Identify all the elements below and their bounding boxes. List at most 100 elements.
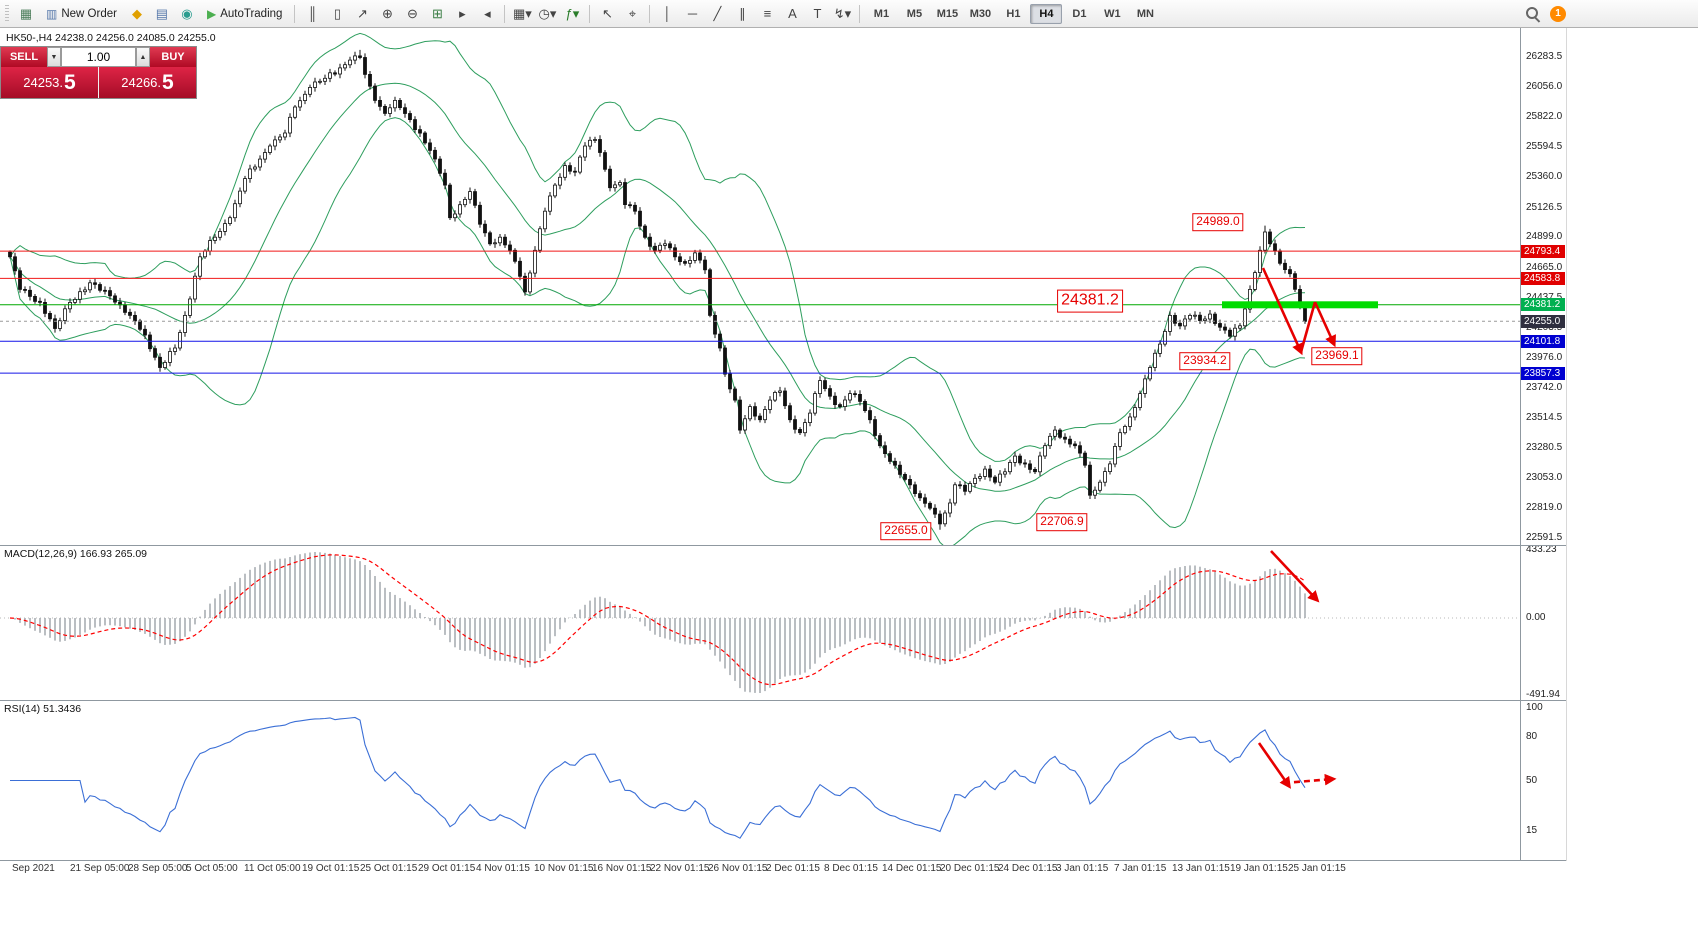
time-axis-label: 21 Sep 05:00 <box>70 863 130 874</box>
timeframe-m30-button[interactable]: M30 <box>969 7 992 20</box>
buy-price-big-digit: 5 <box>162 71 174 94</box>
time-axis-label: 3 Jan 01:15 <box>1056 863 1109 874</box>
vertical-line-icon[interactable]: │ <box>663 6 672 21</box>
new-order-button[interactable]: ▥ New Order <box>39 2 124 26</box>
cursor-icon[interactable]: ↖ <box>601 5 613 21</box>
price-axis-label: 23280.5 <box>1526 442 1563 453</box>
symbol-ohlc-info: HK50-,H4 24238.0 24256.0 24085.0 24255.0 <box>6 32 216 44</box>
macd-indicator-label: MACD(12,26,9) 166.93 265.09 <box>4 548 148 560</box>
line-chart-icon[interactable]: ↗ <box>356 5 368 21</box>
timeframe-d1-button[interactable]: D1 <box>1072 7 1087 20</box>
time-axis-label: 22 Nov 01:15 <box>650 863 710 874</box>
price-tag: 24793.4 <box>1521 245 1565 258</box>
autotrading-icon: ▶ <box>206 6 217 21</box>
rsi-axis-label: 50 <box>1526 775 1538 786</box>
zoom-out-icon[interactable]: ⊖ <box>406 5 418 21</box>
price-axis-label: 26283.5 <box>1526 51 1563 62</box>
time-axis-label: 19 Jan 01:15 <box>1230 863 1288 874</box>
volume-input[interactable] <box>61 47 136 67</box>
buy-price-display[interactable]: 24266. 5 <box>99 67 196 98</box>
profiles-dropdown[interactable]: ◷▾ <box>538 5 557 21</box>
time-axis-label: 14 Dec 01:15 <box>882 863 942 874</box>
new-chart-icon[interactable]: ▦ <box>19 5 33 21</box>
toolbar-button-label: AutoTrading <box>220 7 283 20</box>
zoom-in-icon[interactable]: ⊕ <box>381 5 393 21</box>
timeframe-m1-button[interactable]: M1 <box>873 7 890 20</box>
timeframe-m5-button[interactable]: M5 <box>906 7 923 20</box>
toolbar: ▦ ▥ New Order ◆ ▤ ◉ ▶ AutoTrading ║ ▯ ↗ ⊕ ⊖ ⊞ ▸ ◂ ▦▾ ◷▾ ƒ▾… <box>0 0 1698 28</box>
main-chart-canvas[interactable] <box>0 28 1520 545</box>
time-axis-label: 7 Jan 01:15 <box>1114 863 1167 874</box>
rsi-indicator-label: RSI(14) 51.3436 <box>4 703 82 715</box>
trendline-icon[interactable]: ╱ <box>713 5 722 21</box>
time-axis-label: 13 Jan 01:15 <box>1172 863 1230 874</box>
time-axis-label: 11 Oct 05:00 <box>244 863 301 874</box>
indicators-dropdown[interactable]: ƒ▾ <box>565 5 580 21</box>
time-axis-label: 5 Oct 05:00 <box>186 863 238 874</box>
price-axis-label: 24899.0 <box>1526 231 1563 242</box>
rsi-axis-label: 80 <box>1526 731 1538 742</box>
timeframe-w1-button[interactable]: W1 <box>1104 7 1121 20</box>
price-axis-label: 23053.0 <box>1526 472 1563 483</box>
time-axis[interactable]: Sep 2021 21 Sep 05:00 28 Sep 05:00 5 Oct 05… <box>0 861 1566 878</box>
print-icon[interactable]: ▤ <box>155 5 169 21</box>
price-axis-label: 25360.0 <box>1526 171 1563 182</box>
time-axis-label: 25 Jan 01:15 <box>1288 863 1346 874</box>
rsi-axis-label: 15 <box>1526 825 1538 836</box>
volume-increase-button[interactable]: ▲ <box>136 47 150 67</box>
auto-scroll-icon[interactable]: ▸ <box>459 5 466 21</box>
buy-button[interactable]: BUY <box>150 47 196 67</box>
chart-shift-icon[interactable]: ◂ <box>484 5 491 21</box>
timeframe-h4-button[interactable]: H4 <box>1030 3 1063 24</box>
horizontal-line-icon[interactable]: ─ <box>687 6 698 21</box>
price-annotation[interactable]: 22655.0 <box>880 522 932 540</box>
mql5-market-icon[interactable]: ◆ <box>131 5 142 21</box>
toolbar-separator <box>504 4 506 23</box>
arrows-dropdown[interactable]: ↯▾ <box>833 5 852 21</box>
timeframe-m15-button[interactable]: M15 <box>936 7 959 20</box>
fibonacci-icon[interactable]: ≡ <box>763 6 772 21</box>
price-axis-label: 25126.5 <box>1526 202 1563 213</box>
crosshair-icon[interactable]: ⌖ <box>628 5 637 21</box>
time-axis-label: 26 Nov 01:15 <box>708 863 768 874</box>
text-label-icon[interactable]: T <box>813 6 822 21</box>
sell-price-main: 24253. <box>23 75 64 90</box>
panel-divider <box>0 860 1566 861</box>
channel-icon[interactable]: ∥ <box>739 5 746 21</box>
time-axis-label: 2 Dec 01:15 <box>766 863 820 874</box>
timeframe-mn-button[interactable]: MN <box>1136 7 1154 20</box>
panel-divider[interactable] <box>0 700 1566 701</box>
toolbar-separator <box>859 4 861 23</box>
price-annotation[interactable]: 23934.2 <box>1179 352 1231 370</box>
panel-divider[interactable] <box>0 545 1566 546</box>
volume-decrease-button[interactable]: ▼ <box>47 47 61 67</box>
price-axis[interactable]: 26283.5 26056.0 25822.0 25594.5 25360.0 25126… <box>1520 28 1566 861</box>
metaquotes-icon[interactable]: ◉ <box>181 5 193 21</box>
sell-button[interactable]: SELL <box>1 47 47 67</box>
price-axis-label: 26056.0 <box>1526 81 1563 92</box>
tile-windows-icon[interactable]: ⊞ <box>431 5 443 21</box>
new-chart-dropdown[interactable]: ▦▾ <box>513 5 532 21</box>
search-icon[interactable] <box>1525 6 1541 22</box>
sell-price-display[interactable]: 24253. 5 <box>1 67 99 98</box>
price-annotation[interactable]: 22706.9 <box>1036 513 1088 531</box>
rsi-panel-canvas[interactable] <box>0 701 1520 860</box>
price-axis-label: 22591.5 <box>1526 532 1563 543</box>
toolbar-separator <box>589 4 591 23</box>
macd-panel-canvas[interactable] <box>0 546 1520 700</box>
time-axis-label: 29 Oct 01:15 <box>418 863 476 874</box>
price-axis-label: 22819.0 <box>1526 502 1563 513</box>
candlestick-icon[interactable]: ▯ <box>333 5 341 21</box>
timeframe-h1-button[interactable]: H1 <box>1006 7 1021 20</box>
autotrading-button[interactable]: ▶ AutoTrading <box>200 2 289 26</box>
text-icon[interactable]: A <box>788 6 797 21</box>
price-annotation[interactable]: 23969.1 <box>1311 347 1363 365</box>
price-annotation[interactable]: 24381.2 <box>1057 289 1123 313</box>
bar-chart-icon[interactable]: ║ <box>307 6 318 21</box>
notification-badge[interactable]: 1 <box>1550 5 1566 22</box>
time-axis-label: 19 Oct 01:15 <box>302 863 360 874</box>
price-annotation[interactable]: 24989.0 <box>1192 213 1244 231</box>
price-axis-divider <box>1520 28 1521 861</box>
time-axis-label: 10 Nov 01:15 <box>534 863 594 874</box>
